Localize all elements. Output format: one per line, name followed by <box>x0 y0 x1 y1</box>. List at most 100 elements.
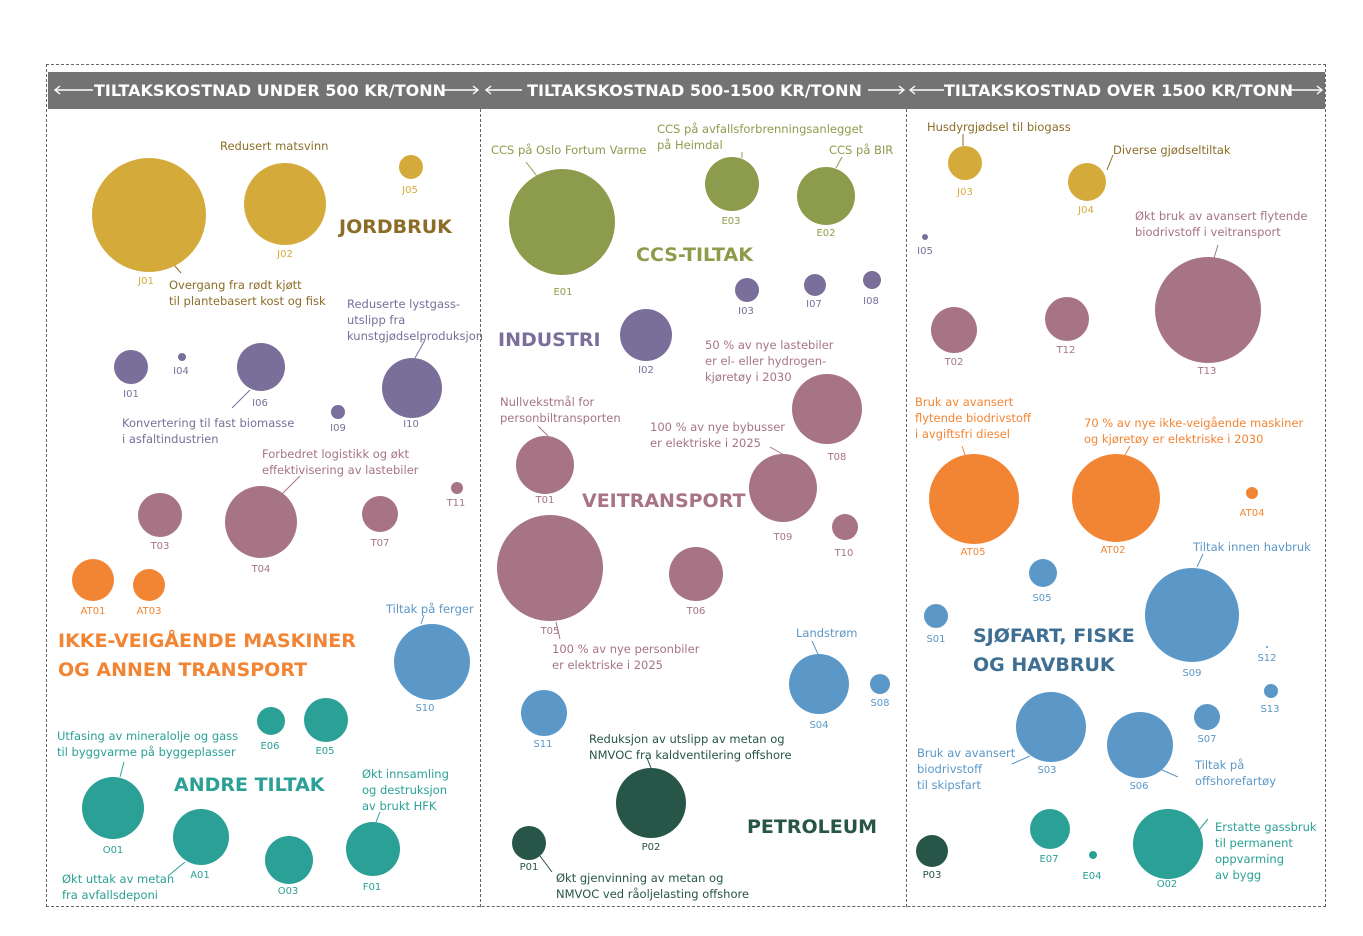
leader-line <box>280 475 301 496</box>
leader-line <box>1196 553 1204 568</box>
bubble-code: T01 <box>535 495 555 506</box>
bubble-code: J01 <box>138 276 154 287</box>
bubble-code: S05 <box>1032 593 1052 604</box>
header-over-1500: TILTAKSKOSTNAD OVER 1500 KR/TONN <box>944 81 1294 100</box>
bubble-at04 <box>1246 487 1258 499</box>
bubble-code: AT03 <box>136 606 162 617</box>
bubble-at05 <box>929 454 1019 544</box>
category-andre: ANDRE TILTAK <box>174 774 325 796</box>
category-sjofart: SJØFART, FISKE OG HAVBRUK <box>973 625 1135 676</box>
bubble-j02 <box>244 163 326 245</box>
bubble-code: I05 <box>917 246 933 257</box>
bubble-at02 <box>1072 454 1160 542</box>
bubble-code: I07 <box>806 299 822 310</box>
bubble-code: T09 <box>773 532 793 543</box>
measure-label: CCS på BIR <box>829 143 894 157</box>
measure-label: 50 % av nye lastebiler er el- eller hydr… <box>705 338 834 384</box>
bubble-code: T12 <box>1056 345 1076 356</box>
bubble-code: I03 <box>738 306 754 317</box>
bubble-code: O03 <box>277 886 299 897</box>
bubble-s11 <box>521 690 567 736</box>
bubble-a01 <box>173 809 229 865</box>
bubble-t01 <box>516 436 574 494</box>
bubble-o01 <box>82 777 144 839</box>
bubble-code: I01 <box>123 389 139 400</box>
bubble-t02 <box>931 307 977 353</box>
bubble-s06 <box>1107 712 1173 778</box>
bubble-code: F01 <box>362 882 382 893</box>
leader-line <box>811 640 819 655</box>
bubble-code: S09 <box>1182 668 1202 679</box>
bubble-p02 <box>616 768 686 838</box>
category-jordbruk: JORDBRUK <box>339 216 452 238</box>
bubble-code: E04 <box>1082 871 1102 882</box>
measure-label: Landstrøm <box>796 626 858 640</box>
bubble-code: E06 <box>260 741 280 752</box>
bubble-code: J03 <box>957 187 973 198</box>
bubble-e06 <box>257 707 285 735</box>
bubble-e01 <box>509 169 615 275</box>
bubble-code: I08 <box>863 296 879 307</box>
leader-line <box>1011 755 1031 765</box>
bubble-s07 <box>1194 704 1220 730</box>
bubble-i09 <box>331 405 345 419</box>
bubble-code: S10 <box>415 703 435 714</box>
bubble-code: E07 <box>1039 854 1059 865</box>
bubble-t06 <box>669 547 723 601</box>
bubble-s09 <box>1145 568 1239 662</box>
bubble-code: S11 <box>533 739 553 750</box>
leader-line <box>1159 768 1179 778</box>
bubble-code: T05 <box>540 626 560 637</box>
leader-line <box>646 757 652 769</box>
leader-line <box>1106 154 1114 171</box>
measure-label: Utfasing av mineralolje og gass til bygg… <box>57 729 239 759</box>
bubble-t08 <box>792 374 862 444</box>
column-divider-2 <box>906 109 907 907</box>
leader-line <box>414 339 426 359</box>
bubble-s12 <box>1266 646 1268 648</box>
bubble-code: T07 <box>370 538 390 549</box>
bubble-s10 <box>394 624 470 700</box>
category-petroleum: PETROLEUM <box>747 816 878 838</box>
bubble-code: J05 <box>402 185 418 196</box>
measure-label: Nullvekstmål for personbiltransporten <box>500 395 621 425</box>
bubble-code: J04 <box>1078 205 1094 216</box>
measure-label: Økt uttak av metan fra avfallsdeponi <box>62 872 175 902</box>
leader-line <box>119 761 125 778</box>
measure-label: 100 % av nye personbiler er elektriske i… <box>552 642 700 672</box>
leader-line <box>539 855 553 873</box>
bubble-code: T10 <box>834 548 854 559</box>
bubble-at03 <box>133 569 165 601</box>
leader-line <box>1213 244 1219 259</box>
bubble-code: O01 <box>102 845 124 856</box>
cost-header-bar <box>48 72 1325 109</box>
bubble-code: I02 <box>638 365 654 376</box>
leader-line <box>835 156 843 169</box>
category-veitransport: VEITRANSPORT <box>582 490 746 512</box>
measure-label: Økt bruk av avansert flytende biodrivsto… <box>1135 209 1308 239</box>
measure-label: Økt innsamling og destruksjon av brukt H… <box>362 767 449 813</box>
bubble-code: S06 <box>1129 781 1149 792</box>
bubble-code: S07 <box>1197 734 1217 745</box>
bubble-i05 <box>922 234 928 240</box>
bubble-t05 <box>497 515 603 621</box>
leader-line <box>537 425 549 437</box>
measure-label: 70 % av nye ikke-veigående maskiner og k… <box>1084 416 1304 446</box>
bubble-t04 <box>225 486 297 558</box>
bubble-code: I09 <box>330 423 346 434</box>
measure-label: Diverse gjødseltiltak <box>1113 143 1231 157</box>
category-industri: INDUSTRI <box>498 329 601 351</box>
category-ccs: CCS-TILTAK <box>636 244 753 266</box>
measure-label: Redusert matsvinn <box>220 139 329 153</box>
measure-label: Tiltak på ferger <box>386 602 474 616</box>
bubble-code: I10 <box>403 419 419 430</box>
bubble-code: E03 <box>721 216 741 227</box>
measure-label: 100 % av nye bybusser er elektriske i 20… <box>650 420 786 450</box>
bubble-j05 <box>399 155 423 179</box>
bubble-code: AT01 <box>80 606 106 617</box>
bubble-code: AT04 <box>1239 508 1265 519</box>
bubble-at01 <box>72 559 114 601</box>
bubble-s03 <box>1016 692 1086 762</box>
bubble-e04 <box>1089 851 1097 859</box>
bubble-code: T04 <box>251 564 271 575</box>
